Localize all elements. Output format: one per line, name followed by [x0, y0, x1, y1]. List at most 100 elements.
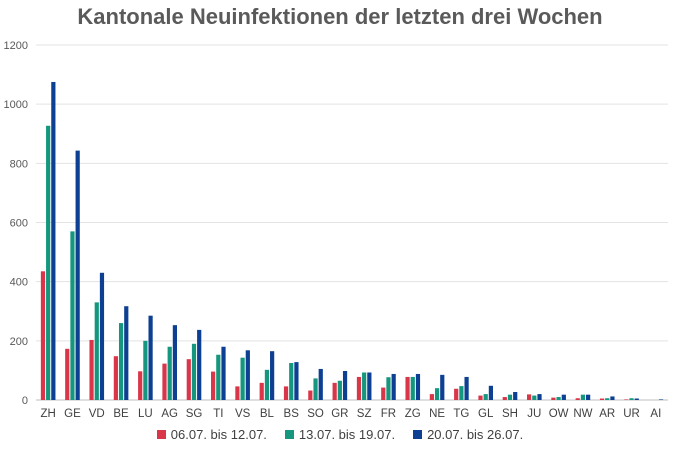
bar-fr-series-2 — [386, 377, 391, 400]
x-tick-label: SZ — [357, 408, 372, 420]
bar-ur-series-2 — [629, 398, 634, 400]
bar-gr-series-2 — [337, 380, 342, 400]
bar-ne-series-2 — [434, 388, 440, 400]
legend-swatch — [284, 430, 294, 439]
bar-ge-series-1 — [65, 348, 70, 400]
bar-ti-series-3 — [221, 346, 226, 400]
x-tick-label: AG — [161, 408, 178, 420]
bar-fr-series-1 — [381, 387, 386, 400]
bar-zg-series-3 — [415, 373, 421, 400]
bar-zg-series-2 — [410, 376, 415, 400]
x-tick-label: JU — [527, 408, 541, 420]
bar-be-series-2 — [118, 323, 124, 400]
bar-so-series-3 — [318, 368, 323, 400]
x-tick-label: TI — [213, 408, 223, 420]
y-tick-label: 200 — [10, 336, 28, 348]
x-tick-label: BS — [284, 408, 300, 420]
bar-sg-series-2 — [191, 343, 197, 400]
bar-nw-series-3 — [586, 394, 591, 400]
bar-ow-series-2 — [556, 397, 561, 400]
bar-tg-series-1 — [454, 388, 459, 400]
bar-zh-series-2 — [46, 125, 51, 400]
bar-ar-series-3 — [610, 396, 615, 400]
bar-ti-series-1 — [211, 371, 216, 400]
bar-ju-series-3 — [537, 394, 542, 400]
bar-ge-series-3 — [75, 150, 80, 400]
bar-ar-series-1 — [599, 398, 605, 400]
bar-gl-series-1 — [478, 395, 483, 400]
y-tick-label: 400 — [10, 277, 28, 289]
x-tick-label: SH — [502, 408, 518, 420]
bar-ju-series-1 — [527, 394, 532, 400]
legend-item: 20.07. bis 26.07. — [413, 427, 523, 442]
bar-sh-series-3 — [513, 392, 518, 400]
bar-bl-series-2 — [264, 369, 270, 400]
bar-ag-series-2 — [167, 346, 172, 400]
legend-swatch — [156, 430, 166, 439]
bar-vs-series-3 — [245, 350, 250, 400]
bar-ow-series-3 — [561, 394, 566, 400]
bar-tg-series-2 — [459, 386, 464, 400]
legend-item: 06.07. bis 12.07. — [156, 427, 267, 442]
x-tick-label: BL — [260, 408, 275, 420]
x-tick-label: SG — [186, 408, 203, 420]
y-tick-label: 600 — [10, 218, 28, 230]
x-tick-label: AI — [650, 408, 661, 420]
bar-ar-series-2 — [605, 398, 610, 400]
bar-vs-series-1 — [235, 386, 240, 400]
y-axis-ticks: 0 200 400 600 800 1000 1200 — [4, 40, 28, 407]
x-tick-label: LU — [138, 408, 153, 420]
bar-sh-series-1 — [502, 397, 507, 400]
x-tick-label: BE — [113, 408, 129, 420]
bar-sz-series-3 — [367, 372, 372, 400]
bar-ne-series-3 — [440, 374, 445, 400]
x-tick-label: ZG — [405, 408, 421, 420]
bar-bs-series-1 — [283, 386, 289, 400]
bar-bl-series-3 — [270, 351, 275, 400]
y-tick-label: 800 — [10, 158, 28, 170]
bar-sz-series-2 — [362, 372, 367, 400]
legend: 06.07. bis 12.07. 13.07. bis 19.07. 20.07.… — [0, 427, 680, 442]
legend-label: 06.07. bis 12.07. — [170, 427, 267, 442]
x-tick-label: TG — [453, 408, 469, 420]
x-tick-label: VD — [89, 408, 105, 420]
bar-zh-series-1 — [40, 271, 46, 400]
bar-bs-series-3 — [294, 362, 299, 400]
gridlines — [36, 44, 668, 401]
bar-lu-series-3 — [148, 315, 153, 400]
bar-ow-series-1 — [551, 397, 556, 400]
y-tick-label: 0 — [22, 395, 28, 407]
x-tick-label: ZH — [40, 408, 55, 420]
bar-zg-series-1 — [405, 376, 410, 400]
x-tick-label: VS — [235, 408, 251, 420]
bar-gr-series-1 — [332, 382, 337, 400]
legend-item: 13.07. bis 19.07. — [284, 427, 396, 442]
bar-ur-series-1 — [624, 399, 629, 400]
x-tick-label: UR — [623, 408, 640, 420]
bar-be-series-1 — [113, 356, 118, 400]
bar-lu-series-2 — [143, 340, 148, 400]
x-tick-label: SO — [307, 408, 324, 420]
y-tick-label: 1200 — [4, 40, 28, 52]
x-tick-label: GL — [478, 408, 494, 420]
bar-gr-series-3 — [342, 371, 348, 400]
y-tick-label: 1000 — [4, 99, 28, 111]
bar-ag-series-3 — [172, 325, 177, 400]
x-tick-label: AR — [599, 408, 615, 420]
bar-vd-series-3 — [99, 272, 105, 400]
bar-bl-series-1 — [259, 382, 264, 400]
legend-label: 13.07. bis 19.07. — [298, 427, 396, 442]
bar-ai-series-3 — [658, 399, 664, 400]
x-tick-label: GR — [331, 408, 348, 420]
x-tick-label: NW — [573, 408, 592, 420]
bar-tg-series-3 — [464, 376, 469, 400]
legend-swatch — [413, 430, 423, 439]
bar-ne-series-1 — [429, 394, 434, 400]
x-tick-label: OW — [549, 408, 569, 420]
bar-gl-series-2 — [483, 394, 488, 400]
bar-be-series-3 — [124, 306, 129, 400]
x-tick-label: NE — [429, 408, 445, 420]
bar-vd-series-1 — [89, 339, 94, 400]
bar-so-series-1 — [308, 390, 313, 400]
bar-fr-series-3 — [391, 373, 396, 400]
